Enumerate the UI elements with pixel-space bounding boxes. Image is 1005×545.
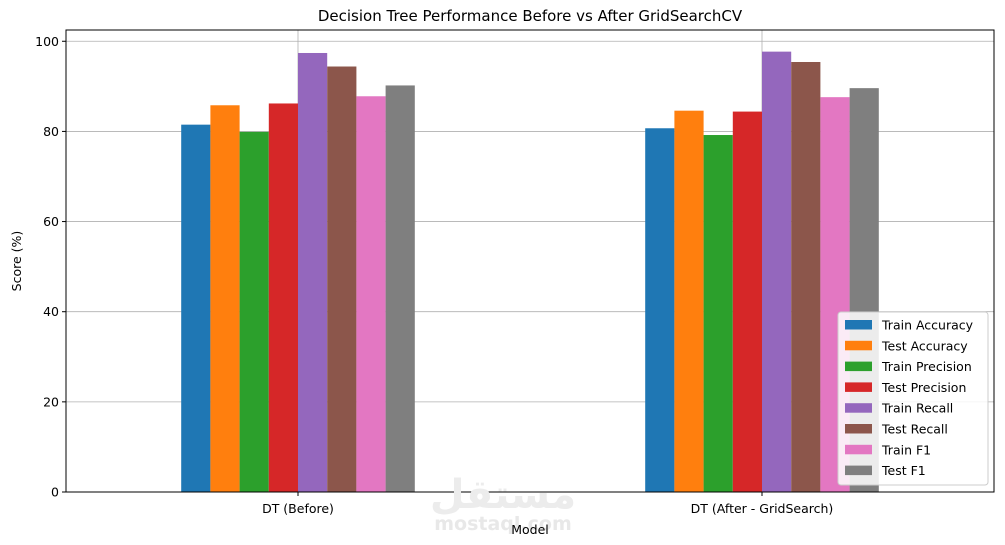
x-tick-label: DT (Before) bbox=[262, 501, 334, 516]
bar-test-recall-1 bbox=[791, 62, 821, 492]
legend-label: Train F1 bbox=[881, 442, 931, 457]
x-tick-label: DT (After - GridSearch) bbox=[691, 501, 834, 516]
x-axis-ticks: DT (Before) DT (After - GridSearch) bbox=[262, 492, 833, 516]
bar-train-accuracy-1 bbox=[645, 128, 675, 492]
watermark-text: mostaql.com bbox=[434, 513, 572, 535]
legend-swatch bbox=[845, 382, 872, 392]
y-tick-label: 0 bbox=[51, 485, 59, 500]
legend-label: Train Recall bbox=[881, 401, 953, 416]
legend-swatch bbox=[845, 424, 872, 434]
chart-title: Decision Tree Performance Before vs Afte… bbox=[318, 7, 743, 25]
bar-train-f1-0 bbox=[356, 96, 386, 492]
bar-train-precision-0 bbox=[239, 131, 269, 493]
bar-test-precision-1 bbox=[732, 111, 762, 493]
legend-frame bbox=[837, 311, 989, 486]
legend-swatch bbox=[845, 340, 872, 351]
watermark-logo: مستقل bbox=[430, 472, 576, 518]
bars bbox=[181, 51, 879, 493]
bar-train-precision-1 bbox=[703, 135, 733, 492]
legend-swatch bbox=[845, 403, 872, 413]
watermark: مستقل mostaql.com bbox=[430, 472, 576, 535]
bar-test-recall-0 bbox=[327, 66, 357, 492]
x-axis-label: Model bbox=[511, 522, 549, 537]
bar-test-accuracy-0 bbox=[210, 105, 240, 493]
legend-label: Train Accuracy bbox=[881, 318, 974, 333]
legend-label: Test F1 bbox=[881, 463, 926, 478]
bar-train-accuracy-0 bbox=[181, 124, 211, 492]
bar-train-recall-1 bbox=[762, 51, 792, 492]
y-tick-label: 80 bbox=[43, 124, 59, 139]
legend-label: Test Recall bbox=[881, 422, 948, 437]
legend: Train Accuracy Test Accuracy Train Precisi… bbox=[837, 311, 989, 486]
bar-train-recall-0 bbox=[298, 52, 328, 493]
bar-test-f1-0 bbox=[385, 85, 415, 492]
legend-label: Test Precision bbox=[881, 380, 966, 395]
y-axis-ticks: 0 20 40 60 80 100 bbox=[35, 34, 66, 500]
bar-test-accuracy-1 bbox=[674, 110, 704, 493]
legend-swatch bbox=[845, 361, 872, 372]
axes-frame bbox=[65, 29, 995, 493]
y-tick-label: 40 bbox=[43, 304, 59, 319]
legend-swatch bbox=[845, 465, 872, 476]
legend-swatch bbox=[845, 444, 872, 455]
y-tick-label: 20 bbox=[43, 394, 59, 409]
y-tick-label: 60 bbox=[43, 214, 59, 229]
legend-label: Train Precision bbox=[881, 359, 972, 374]
bar-test-precision-0 bbox=[268, 103, 298, 492]
y-axis-label: Score (%) bbox=[9, 231, 24, 292]
legend-swatch bbox=[845, 320, 872, 330]
legend-label: Test Accuracy bbox=[881, 338, 968, 353]
y-tick-label: 100 bbox=[35, 34, 59, 49]
